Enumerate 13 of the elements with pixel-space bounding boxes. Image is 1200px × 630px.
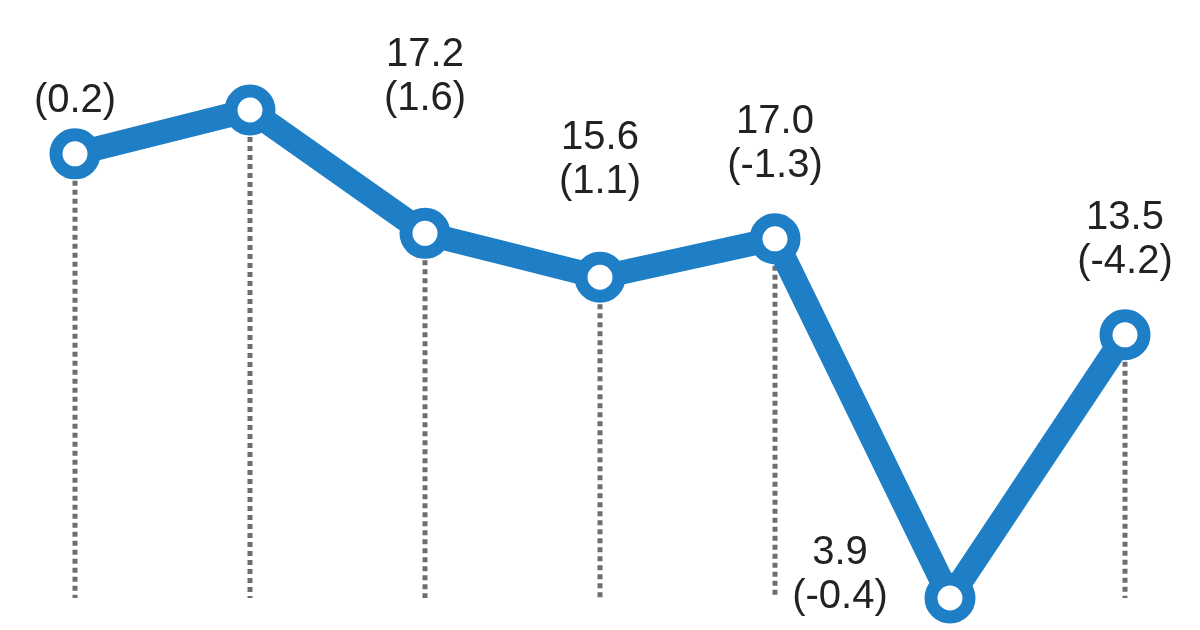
data-label: 17.2 (1.6) (383, 29, 467, 118)
point (924, 572, 976, 624)
point (1099, 309, 1151, 361)
point (49, 128, 101, 180)
data-label: 3.9 (-0.4) (792, 528, 888, 616)
data-label: 13.5 (-4.2) (1077, 192, 1173, 281)
data-label: 15.6 (1.1) (558, 113, 642, 202)
point (749, 213, 801, 265)
point (399, 207, 451, 259)
point (224, 84, 276, 136)
data-label: 17.0 (-1.3) (727, 96, 823, 185)
annotation: (0.2) (33, 75, 117, 120)
point (574, 251, 626, 303)
